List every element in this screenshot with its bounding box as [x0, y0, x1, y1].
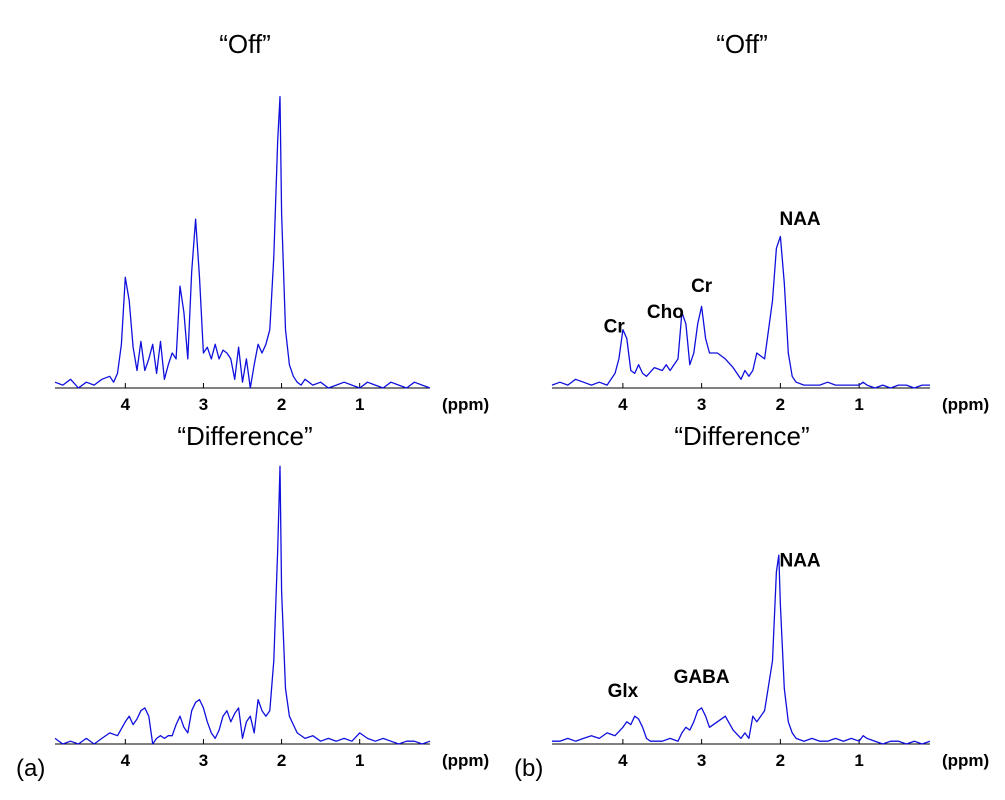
x-axis-unit: (ppm) [942, 395, 989, 414]
x-tick-label: 1 [854, 395, 863, 414]
peak-label-cho: Cho [647, 302, 684, 323]
x-axis-unit: (ppm) [942, 751, 989, 770]
x-tick-label: 4 [618, 395, 628, 414]
chart-title: “Difference” [674, 421, 809, 451]
spectrum-line [54, 465, 431, 745]
x-axis-unit: (ppm) [442, 395, 489, 414]
x-tick-label: 2 [277, 395, 286, 414]
chart-title: “Off” [716, 29, 768, 59]
x-tick-label: 1 [854, 751, 863, 770]
x-tick-label: 2 [277, 751, 286, 770]
spectrum-panel-a-difference: “Difference” 4 3 2 1 (ppm) [54, 421, 489, 770]
spectrum-panel-a-off: “Off” 4 3 2 1 (ppm) [54, 29, 489, 414]
spectrum-line [54, 96, 431, 389]
peak-label-naa: NAA [779, 209, 820, 230]
spectrum-line [552, 554, 931, 745]
x-tick-label: 3 [199, 395, 208, 414]
peak-label-cr: Cr [691, 276, 713, 297]
peak-label-gaba: GABA [674, 667, 730, 688]
peak-label-naa: NAA [779, 550, 820, 571]
x-tick-label: 1 [355, 395, 364, 414]
x-tick-label: 3 [697, 751, 706, 770]
x-tick-label: 4 [121, 395, 131, 414]
peak-label-cr: Cr [604, 317, 626, 338]
x-tick-label: 1 [355, 751, 364, 770]
x-tick-label: 3 [199, 751, 208, 770]
x-tick-label: 2 [776, 395, 785, 414]
spectrum-panel-b-difference: “Difference” 4 3 2 1 (ppm) Glx GABA NAA [552, 421, 989, 770]
x-axis-unit: (ppm) [442, 751, 489, 770]
x-tick-label: 2 [776, 751, 785, 770]
x-tick-label: 4 [618, 751, 628, 770]
x-tick-label: 3 [697, 395, 706, 414]
panel-label-b: (b) [514, 755, 543, 782]
chart-title: “Off” [219, 29, 271, 59]
chart-title: “Difference” [177, 421, 312, 451]
x-tick-label: 4 [121, 751, 131, 770]
peak-label-glx: Glx [608, 681, 639, 702]
spectrum-line [551, 235, 930, 389]
spectrum-panel-b-off: “Off” 4 3 2 1 (ppm) Cr Cho Cr NAA [551, 29, 989, 414]
panel-label-a: (a) [16, 755, 45, 782]
